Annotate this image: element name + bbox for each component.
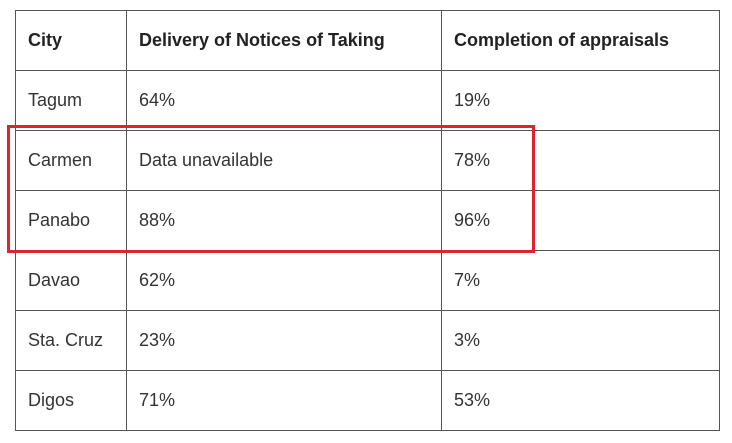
- data-table: City Delivery of Notices of Taking Compl…: [15, 10, 720, 431]
- city-cell: Sta. Cruz: [15, 310, 127, 371]
- city-cell: Carmen: [15, 130, 127, 191]
- table-row: Tagum 64% 19%: [15, 70, 720, 131]
- delivery-cell: Data unavailable: [126, 130, 442, 191]
- city-cell: Tagum: [15, 70, 127, 131]
- table-row: Panabo 88% 96%: [15, 190, 720, 251]
- appraisal-cell: 3%: [441, 310, 720, 371]
- appraisal-cell: 53%: [441, 370, 720, 431]
- table-row: Sta. Cruz 23% 3%: [15, 310, 720, 371]
- header-row: City Delivery of Notices of Taking Compl…: [15, 10, 720, 71]
- delivery-cell: 23%: [126, 310, 442, 371]
- appraisal-cell: 78%: [441, 130, 720, 191]
- table-row: Carmen Data unavailable 78%: [15, 130, 720, 191]
- city-cell: Digos: [15, 370, 127, 431]
- header-delivery-of-notices: Delivery of Notices of Taking: [126, 10, 442, 71]
- appraisal-cell: 7%: [441, 250, 720, 311]
- delivery-cell: 71%: [126, 370, 442, 431]
- table-row: Davao 62% 7%: [15, 250, 720, 311]
- header-completion-of-appraisals: Completion of appraisals: [441, 10, 720, 71]
- delivery-cell: 88%: [126, 190, 442, 251]
- city-cell: Panabo: [15, 190, 127, 251]
- header-city: City: [15, 10, 127, 71]
- delivery-cell: 62%: [126, 250, 442, 311]
- city-cell: Davao: [15, 250, 127, 311]
- table-row: Digos 71% 53%: [15, 370, 720, 431]
- appraisal-cell: 96%: [441, 190, 720, 251]
- appraisal-cell: 19%: [441, 70, 720, 131]
- delivery-cell: 64%: [126, 70, 442, 131]
